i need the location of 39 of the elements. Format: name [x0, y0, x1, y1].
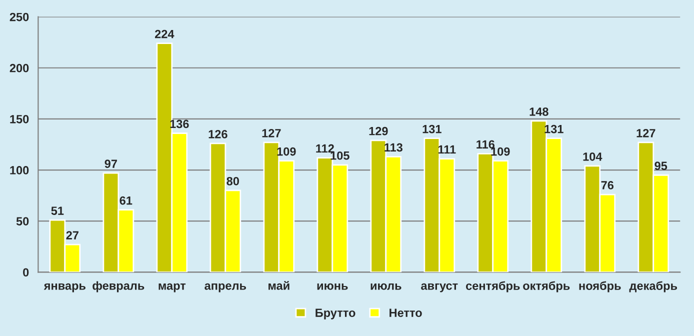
data-label: 27	[66, 231, 78, 240]
legend-label: Нетто	[390, 308, 422, 317]
data-label: 224	[154, 30, 174, 38]
x-tick-label: июль	[370, 283, 402, 290]
data-label: 61	[120, 196, 132, 205]
data-label: 104	[583, 152, 602, 161]
data-label: 112	[316, 144, 334, 153]
data-label: 51	[51, 206, 64, 215]
data-label: 80	[226, 176, 239, 186]
x-tick-label: июнь	[317, 283, 348, 290]
y-tick-label: 150	[10, 114, 29, 124]
data-label: 76	[601, 181, 614, 190]
data-label: 105	[330, 151, 350, 160]
x-tick-label: декабрь	[629, 281, 678, 292]
y-tick-label: 0	[23, 268, 29, 277]
data-label: 116	[476, 140, 494, 149]
x-tick-label: май	[268, 280, 290, 290]
data-label: 131	[422, 124, 442, 134]
y-tick-label: 200	[10, 64, 29, 72]
x-tick-label: октябрь	[523, 281, 570, 292]
y-tick-label: 100	[10, 166, 29, 174]
y-tick-label: 50	[16, 217, 29, 226]
data-label: 148	[530, 108, 548, 116]
x-tick-label: январь	[44, 283, 86, 292]
x-tick-label: март	[158, 283, 186, 292]
x-tick-label: ноябрь	[579, 281, 621, 292]
x-tick-label: февраль	[92, 281, 144, 292]
data-label: 126	[208, 130, 228, 138]
legend-label: Брутто	[316, 308, 356, 320]
x-tick-label: апрель	[204, 283, 246, 292]
data-label: 109	[491, 147, 510, 156]
data-label: 127	[262, 128, 281, 138]
y-tick-label: 250	[10, 12, 29, 22]
data-label: 97	[104, 160, 117, 168]
x-tick-label: август	[421, 283, 458, 292]
data-label: 127	[636, 128, 656, 138]
data-label: 95	[654, 162, 668, 170]
x-tick-label: сентябрь	[466, 281, 520, 292]
data-label: 129	[369, 126, 388, 136]
